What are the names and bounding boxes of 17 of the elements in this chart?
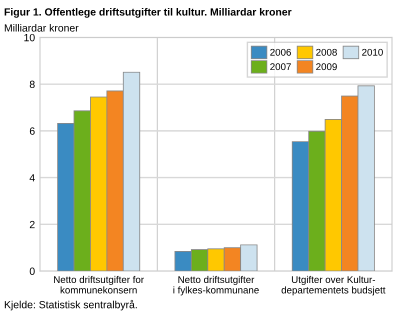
y-tick-label: 4 bbox=[30, 174, 35, 182]
chart-title: Figur 1. Offentlege driftsutgifter til kultur. Milliardar kroner bbox=[4, 8, 292, 18]
text: Kjelde: Statistisk sentralbyrå. bbox=[4, 300, 137, 310]
x-tick-label: Netto driftsutgifter i fylkes-kommunane bbox=[173, 276, 259, 296]
legend-label: 2007 bbox=[270, 63, 291, 70]
y-tick-label: 6 bbox=[30, 127, 35, 135]
x-tick-label: Netto driftsutgifter for kommunekonsern bbox=[54, 276, 144, 294]
legend-label: 2006 bbox=[270, 48, 291, 56]
y-tick-label: 2 bbox=[30, 220, 35, 228]
legend-label: 2008 bbox=[316, 48, 337, 56]
y-axis-title: Milliardar kroner bbox=[4, 24, 78, 32]
y-tick-label: 0 bbox=[30, 268, 35, 275]
legend-label: 2010 bbox=[362, 48, 383, 56]
y-tick-label: 8 bbox=[30, 80, 35, 88]
y-tick-label: 10 bbox=[24, 34, 35, 42]
x-tick-label: Utgifter over Kultur- departementets budsjett bbox=[282, 276, 386, 296]
legend-label: 2009 bbox=[316, 63, 337, 70]
